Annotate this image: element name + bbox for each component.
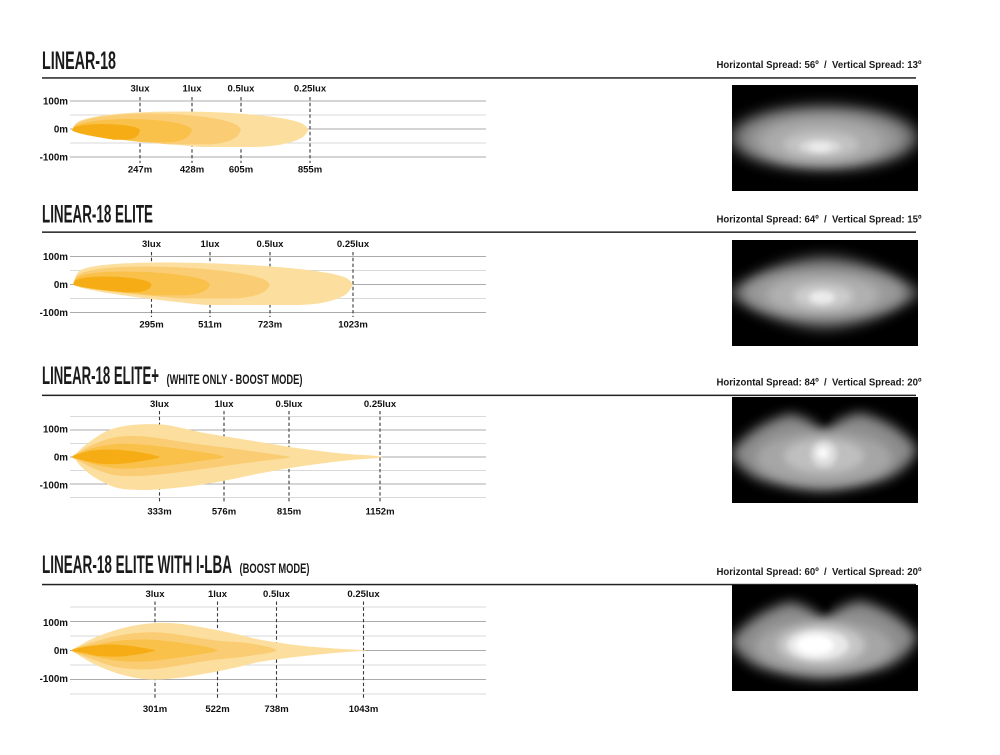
svg-text:LINEAR-18 ELITE+: LINEAR-18 ELITE+	[42, 362, 159, 390]
svg-text:(BOOST MODE): (BOOST MODE)	[240, 561, 310, 576]
svg-text:301m: 301m	[143, 704, 167, 715]
svg-text:1lux: 1lux	[208, 589, 228, 600]
svg-text:(WHITE ONLY - BOOST MODE): (WHITE ONLY - BOOST MODE)	[167, 372, 303, 387]
svg-text:-100m: -100m	[40, 153, 69, 164]
svg-text:0.25lux: 0.25lux	[294, 83, 327, 94]
svg-text:0m: 0m	[54, 646, 68, 657]
svg-text:511m: 511m	[198, 319, 222, 330]
svg-text:Horizontal Spread: 60º / Ver: Horizontal Spread: 60º / Vertical Spread…	[717, 567, 922, 578]
svg-text:1lux: 1lux	[200, 239, 220, 250]
svg-text:855m: 855m	[298, 164, 322, 175]
svg-text:1152m: 1152m	[365, 506, 394, 517]
svg-text:295m: 295m	[139, 319, 163, 330]
svg-text:738m: 738m	[264, 704, 288, 715]
svg-text:0.25lux: 0.25lux	[337, 239, 370, 250]
svg-text:1lux: 1lux	[182, 83, 202, 94]
svg-text:0.5lux: 0.5lux	[257, 239, 285, 250]
svg-text:3lux: 3lux	[130, 83, 150, 94]
svg-text:LINEAR-18 ELITE: LINEAR-18 ELITE	[42, 201, 153, 229]
svg-text:100m: 100m	[43, 97, 68, 108]
svg-text:3lux: 3lux	[142, 239, 162, 250]
svg-text:723m: 723m	[258, 319, 282, 330]
svg-text:-100m: -100m	[40, 308, 69, 319]
svg-text:Horizontal Spread: 64º / Ver: Horizontal Spread: 64º / Vertical Spread…	[717, 214, 922, 225]
svg-text:522m: 522m	[205, 704, 229, 715]
svg-text:247m: 247m	[128, 164, 152, 175]
svg-text:0.25lux: 0.25lux	[364, 399, 397, 410]
svg-text:100m: 100m	[43, 425, 68, 436]
svg-text:1043m: 1043m	[349, 704, 379, 715]
svg-text:0m: 0m	[54, 453, 68, 464]
svg-text:0m: 0m	[54, 125, 68, 136]
svg-text:LINEAR-18 ELITE WITH I-LBA: LINEAR-18 ELITE WITH I-LBA	[42, 551, 232, 579]
svg-text:Horizontal Spread: 84º / Ver: Horizontal Spread: 84º / Vertical Spread…	[717, 378, 922, 389]
svg-text:0.5lux: 0.5lux	[263, 589, 291, 600]
svg-text:605m: 605m	[229, 164, 253, 175]
svg-text:-100m: -100m	[40, 674, 69, 685]
svg-text:Horizontal Spread: 56º / Ver: Horizontal Spread: 56º / Vertical Spread…	[717, 60, 922, 71]
svg-text:0m: 0m	[54, 280, 68, 291]
svg-text:100m: 100m	[43, 618, 68, 629]
svg-text:LINEAR-18: LINEAR-18	[42, 47, 116, 75]
svg-text:1023m: 1023m	[338, 319, 368, 330]
svg-text:0.25lux: 0.25lux	[347, 589, 380, 600]
svg-text:0.5lux: 0.5lux	[228, 83, 256, 94]
svg-text:1lux: 1lux	[214, 399, 234, 410]
svg-text:-100m: -100m	[40, 481, 69, 492]
svg-text:3lux: 3lux	[145, 589, 165, 600]
svg-text:815m: 815m	[277, 506, 301, 517]
svg-text:3lux: 3lux	[150, 399, 170, 410]
svg-text:0.5lux: 0.5lux	[276, 399, 304, 410]
svg-text:576m: 576m	[212, 506, 236, 517]
svg-text:428m: 428m	[180, 164, 204, 175]
svg-text:333m: 333m	[147, 506, 171, 517]
svg-text:100m: 100m	[43, 252, 68, 263]
